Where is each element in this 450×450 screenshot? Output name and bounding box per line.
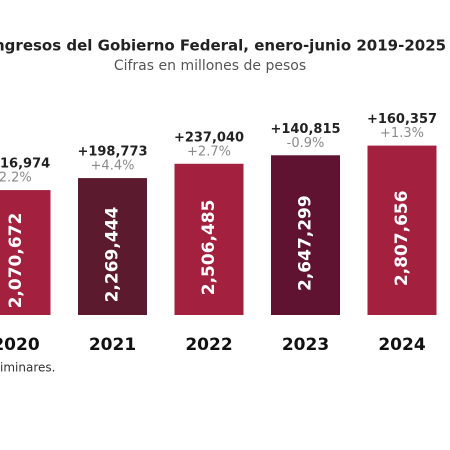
- change-label: +198,773: [77, 145, 147, 160]
- bar: [78, 178, 147, 315]
- value-label: 2,269,444: [103, 207, 123, 303]
- bar: [367, 145, 437, 315]
- percent-label: +4.4%: [91, 159, 135, 174]
- percent-label: -0.9%: [287, 136, 325, 151]
- value-label: 2,070,672: [6, 213, 26, 309]
- change-label: +160,357: [367, 112, 437, 127]
- chart-title: ngresos del Gobierno Federal, enero-juni…: [0, 37, 446, 55]
- bar: [174, 163, 244, 315]
- bar: [0, 190, 51, 315]
- value-label: 2,807,656: [392, 190, 412, 286]
- value-label: 2,647,299: [296, 195, 316, 291]
- x-tick-label: 2021: [89, 335, 136, 355]
- change-label: +237,040: [174, 130, 244, 145]
- percent-label: +1.3%: [380, 126, 424, 141]
- x-tick-label: 2020: [0, 335, 40, 355]
- change-label: +140,815: [270, 122, 340, 137]
- value-label: 2,506,485: [199, 200, 219, 296]
- footnote: iminares.: [0, 361, 55, 375]
- x-tick-label: 2024: [378, 335, 425, 355]
- percent-label: +2.7%: [187, 144, 231, 159]
- chart-subtitle: Cifras en millones de pesos: [114, 58, 306, 74]
- bar: [271, 155, 340, 315]
- x-tick-label: 2022: [185, 335, 232, 355]
- change-label: 16,974: [0, 157, 50, 172]
- x-tick-label: 2023: [282, 335, 329, 355]
- percent-label: -2.2%: [0, 171, 32, 186]
